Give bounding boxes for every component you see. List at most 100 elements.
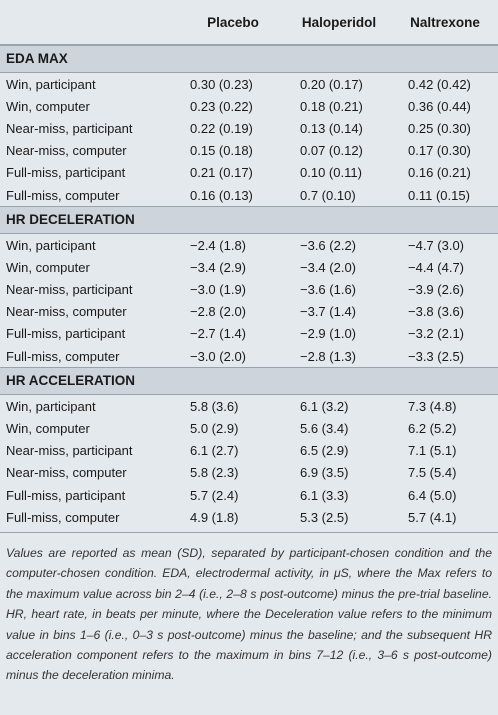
table-row: Near-miss, computer 5.8 (2.3) 6.9 (3.5) 7.5… xyxy=(0,462,498,484)
table-row: Near-miss, computer −2.8 (2.0) −3.7 (1.4) −… xyxy=(0,301,498,323)
cell-value: 7.3 (4.8) xyxy=(408,398,457,414)
row-label: Near-miss, computer xyxy=(6,304,127,320)
cell-value: −3.0 (1.9) xyxy=(190,282,247,298)
cell-value: −4.7 (3.0) xyxy=(408,237,465,253)
cell-value: 0.42 (0.42) xyxy=(408,76,471,92)
cell-value: 6.9 (3.5) xyxy=(300,465,349,481)
table-row: Win, computer 5.0 (2.9) 5.6 (3.4) 6.2 (5.2) xyxy=(0,417,498,439)
row-label: Full-miss, computer xyxy=(6,509,120,525)
row-label: Full-miss, participant xyxy=(6,326,126,342)
cell-value: 6.1 (3.2) xyxy=(300,398,349,414)
cell-value: 0.17 (0.30) xyxy=(408,143,471,159)
table-row: Win, participant 0.30 (0.23) 0.20 (0.17) 0.… xyxy=(0,73,498,95)
cell-value: 0.13 (0.14) xyxy=(300,120,363,136)
row-label: Win, computer xyxy=(6,98,90,114)
row-label: Win, participant xyxy=(6,398,96,414)
header-haloperidol: Haloperidol xyxy=(301,14,377,30)
header-naltrexone: Naltrexone xyxy=(410,14,480,30)
header-placebo: Placebo xyxy=(207,14,259,30)
cell-value: −3.7 (1.4) xyxy=(300,304,357,320)
row-label: Near-miss, participant xyxy=(6,282,133,298)
cell-value: 5.6 (3.4) xyxy=(300,421,349,437)
table-footnote: Values are reported as mean (SD), separa… xyxy=(0,532,498,686)
data-table: Placebo Haloperidol Naltrexone EDA MAX Wi… xyxy=(0,0,498,528)
table-row: Full-miss, participant 5.7 (2.4) 6.1 (3.3)… xyxy=(0,484,498,506)
row-label: Full-miss, computer xyxy=(6,348,120,364)
cell-value: 6.5 (2.9) xyxy=(300,443,349,459)
cell-value: 5.7 (2.4) xyxy=(190,487,239,503)
cell-value: 0.21 (0.17) xyxy=(190,165,253,181)
cell-value: −3.6 (2.2) xyxy=(300,237,357,253)
table-row: Near-miss, participant 6.1 (2.7) 6.5 (2.9)… xyxy=(0,440,498,462)
cell-value: −4.4 (4.7) xyxy=(408,259,465,275)
cell-value: 0.16 (0.13) xyxy=(190,187,253,203)
table-row: Full-miss, participant 0.21 (0.17) 0.10 (0… xyxy=(0,162,498,184)
cell-value: 5.8 (2.3) xyxy=(190,465,239,481)
cell-value: 0.30 (0.23) xyxy=(190,76,253,92)
cell-value: 0.20 (0.17) xyxy=(300,76,363,92)
table-row: Near-miss, participant −3.0 (1.9) −3.6 (1.… xyxy=(0,279,498,301)
row-label: Win, participant xyxy=(6,76,96,92)
cell-value: 0.07 (0.12) xyxy=(300,143,363,159)
cell-value: −3.6 (1.6) xyxy=(300,282,357,298)
cell-value: 6.1 (2.7) xyxy=(190,443,239,459)
table-row: Full-miss, participant −2.7 (1.4) −2.9 (1.… xyxy=(0,323,498,345)
cell-value: 5.3 (2.5) xyxy=(300,509,349,525)
table-row: Full-miss, computer 4.9 (1.8) 5.3 (2.5) 5.7… xyxy=(0,506,498,528)
cell-value: −2.7 (1.4) xyxy=(190,326,247,342)
cell-value: 7.5 (5.4) xyxy=(408,465,457,481)
table-row: Near-miss, computer 0.15 (0.18) 0.07 (0.12… xyxy=(0,140,498,162)
cell-value: 6.4 (5.0) xyxy=(408,487,457,503)
cell-value: 0.22 (0.19) xyxy=(190,120,253,136)
table-row: Win, computer 0.23 (0.22) 0.18 (0.21) 0.36 … xyxy=(0,95,498,117)
cell-value: 0.16 (0.21) xyxy=(408,165,471,181)
row-label: Full-miss, participant xyxy=(6,165,126,181)
cell-value: 0.7 (0.10) xyxy=(300,187,356,203)
section-heading: HR DECELERATION xyxy=(0,206,498,235)
table-row: Full-miss, computer −3.0 (2.0) −2.8 (1.3) −… xyxy=(0,345,498,367)
cell-value: −3.2 (2.1) xyxy=(408,326,465,342)
cell-value: −3.9 (2.6) xyxy=(408,282,465,298)
table-row: Win, computer −3.4 (2.9) −3.4 (2.0) −4.4 (4… xyxy=(0,256,498,278)
cell-value: 7.1 (5.1) xyxy=(408,443,457,459)
row-label: Win, computer xyxy=(6,259,90,275)
cell-value: −3.0 (2.0) xyxy=(190,348,247,364)
section-heading: HR ACCELERATION xyxy=(0,367,498,396)
table-row: Win, participant −2.4 (1.8) −3.6 (2.2) −4.7… xyxy=(0,234,498,256)
table-header: Placebo Haloperidol Naltrexone xyxy=(0,0,498,45)
cell-value: 0.10 (0.11) xyxy=(300,165,362,181)
cell-value: −2.8 (1.3) xyxy=(300,348,357,364)
table-body: EDA MAX Win, participant 0.30 (0.23) 0.20 (… xyxy=(0,45,498,528)
cell-value: −2.9 (1.0) xyxy=(300,326,357,342)
cell-value: 0.15 (0.18) xyxy=(190,143,253,159)
section-heading: EDA MAX xyxy=(0,45,498,73)
row-label: Near-miss, computer xyxy=(6,465,127,481)
table-row: Full-miss, computer 0.16 (0.13) 0.7 (0.10)… xyxy=(0,184,498,206)
table-row: Near-miss, participant 0.22 (0.19) 0.13 (0… xyxy=(0,117,498,139)
cell-value: 4.9 (1.8) xyxy=(190,509,239,525)
cell-value: 5.7 (4.1) xyxy=(408,509,457,525)
row-label: Full-miss, computer xyxy=(6,187,120,203)
row-label: Full-miss, participant xyxy=(6,487,126,503)
row-label: Near-miss, participant xyxy=(6,443,133,459)
cell-value: 0.23 (0.22) xyxy=(190,98,253,114)
cell-value: 0.25 (0.30) xyxy=(408,120,471,136)
table-row: Win, participant 5.8 (3.6) 6.1 (3.2) 7.3 (4… xyxy=(0,395,498,417)
cell-value: 6.1 (3.3) xyxy=(300,487,349,503)
row-label: Win, participant xyxy=(6,237,96,253)
cell-value: −3.8 (3.6) xyxy=(408,304,465,320)
cell-value: 0.36 (0.44) xyxy=(408,98,471,114)
row-label: Win, computer xyxy=(6,421,90,437)
cell-value: 5.8 (3.6) xyxy=(190,398,239,414)
cell-value: −2.4 (1.8) xyxy=(190,237,247,253)
cell-value: −3.4 (2.9) xyxy=(190,259,247,275)
row-label: Near-miss, participant xyxy=(6,120,133,136)
cell-value: −2.8 (2.0) xyxy=(190,304,247,320)
row-label: Near-miss, computer xyxy=(6,143,127,159)
cell-value: −3.4 (2.0) xyxy=(300,259,357,275)
cell-value: 0.18 (0.21) xyxy=(300,98,363,114)
cell-value: 5.0 (2.9) xyxy=(190,421,239,437)
cell-value: −3.3 (2.5) xyxy=(408,348,465,364)
cell-value: 6.2 (5.2) xyxy=(408,421,457,437)
cell-value: 0.11 (0.15) xyxy=(408,187,470,203)
